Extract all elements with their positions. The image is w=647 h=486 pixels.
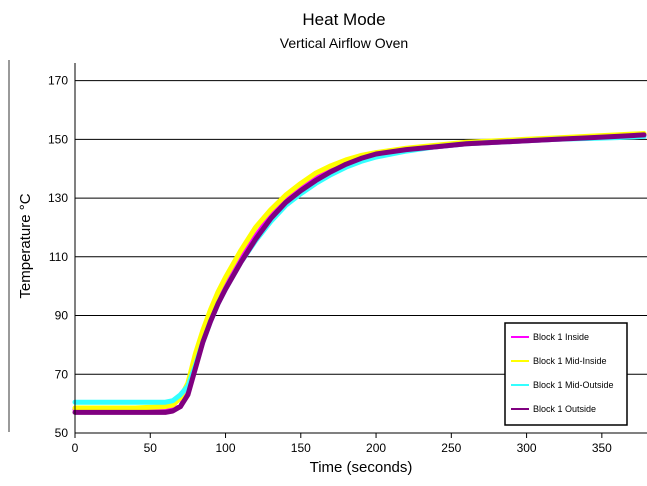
legend-label: Block 1 Mid-Outside xyxy=(533,380,614,390)
y-tick-label: 150 xyxy=(48,132,68,146)
legend-label: Block 1 Outside xyxy=(533,404,596,414)
x-tick-label: 300 xyxy=(517,441,537,455)
axes xyxy=(74,63,647,438)
y-tick-label: 130 xyxy=(48,191,68,205)
x-axis-label: Time (seconds) xyxy=(310,459,413,476)
y-tick-label: 50 xyxy=(55,426,69,440)
y-tick-label: 110 xyxy=(49,250,68,264)
legend: Block 1 Inside Block 1 Mid-Inside Block 1 … xyxy=(504,322,628,426)
y-axis-label: Temperature °C xyxy=(17,193,34,298)
series-line-4 xyxy=(72,132,647,415)
x-tick-label: 50 xyxy=(144,441,158,455)
series-group xyxy=(72,131,647,415)
x-tick-label: 200 xyxy=(366,441,386,455)
window-edge xyxy=(0,60,10,432)
x-tick-label: 150 xyxy=(291,441,311,455)
legend-label: Block 1 Mid-Inside xyxy=(533,356,607,366)
x-tick-label: 350 xyxy=(592,441,612,455)
x-tick-label: 0 xyxy=(72,441,79,455)
y-tick-label: 170 xyxy=(48,74,68,88)
x-tick-label: 250 xyxy=(441,441,461,455)
y-tick-label: 70 xyxy=(55,367,69,381)
legend-label: Block 1 Inside xyxy=(533,332,589,342)
y-tick-label: 90 xyxy=(55,309,69,323)
chart-title: Heat Mode xyxy=(302,10,385,29)
x-tick-label: 100 xyxy=(216,441,236,455)
chart-subtitle: Vertical Airflow Oven xyxy=(280,35,408,51)
